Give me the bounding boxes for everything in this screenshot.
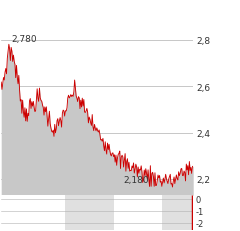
Text: 2,180: 2,180 [124,176,149,185]
Bar [66,195,114,230]
Text: 2,780: 2,780 [11,35,37,44]
Bar [162,195,193,230]
